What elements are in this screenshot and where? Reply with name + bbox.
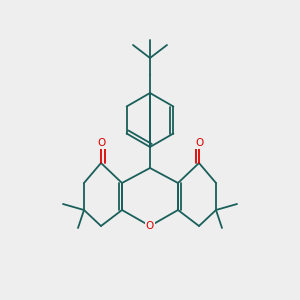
Text: O: O [146,221,154,231]
Text: O: O [195,138,203,148]
Text: O: O [97,138,105,148]
